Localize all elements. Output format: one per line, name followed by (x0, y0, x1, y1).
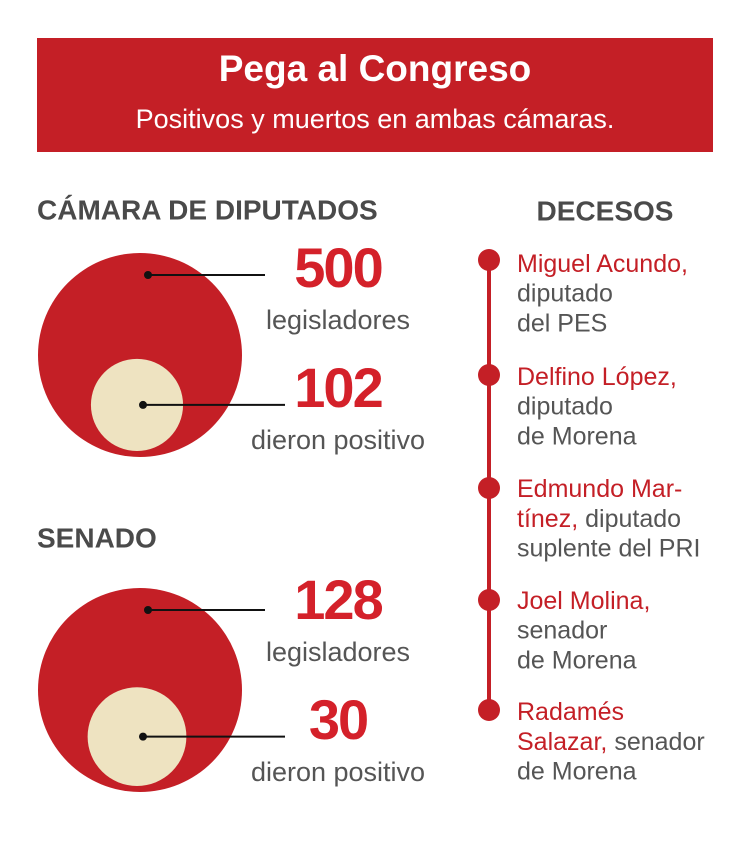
death-role: de Morena (517, 647, 637, 675)
death-line: Edmundo Mar- (517, 475, 682, 503)
timeline-dot (478, 477, 500, 499)
death-line: Miguel Acundo, (517, 250, 688, 278)
death-name: Miguel Acundo, (517, 250, 688, 278)
positive-number: 102 (294, 356, 381, 419)
death-role: senador (614, 728, 704, 756)
death-line: tínez, diputado (517, 505, 681, 533)
total-label: legisladores (266, 637, 410, 667)
death-role: diputado (517, 280, 613, 308)
death-name: tínez, (517, 505, 578, 533)
timeline-dot (478, 589, 500, 611)
death-name: Salazar, (517, 728, 607, 756)
header-box (37, 38, 713, 152)
positive-number: 30 (309, 688, 367, 751)
death-line: Salazar, senador (517, 728, 705, 756)
positive-circle (87, 687, 187, 786)
total-number: 500 (294, 236, 381, 299)
death-role: diputado (585, 505, 681, 533)
death-name: Delfino López, (517, 363, 677, 391)
chambers: CÁMARA DE DIPUTADOS 500 legisladores 102 die… (37, 194, 425, 792)
positive-circle (90, 358, 184, 452)
death-role: de Morena (517, 423, 637, 451)
title: Pega al Congreso (219, 48, 532, 89)
positive-label: dieron positivo (251, 425, 425, 455)
timeline-dot (478, 364, 500, 386)
death-role: del PES (517, 310, 607, 338)
deaths-title: DECESOS (537, 195, 674, 226)
death-line: Radamés (517, 698, 624, 726)
positive-label: dieron positivo (251, 757, 425, 787)
death-line: Delfino López, (517, 363, 677, 391)
death-role: de Morena (517, 758, 637, 786)
chamber-name: CÁMARA DE DIPUTADOS (37, 194, 378, 225)
death-role: senador (517, 617, 607, 645)
chamber-name: SENADO (37, 522, 157, 553)
death-name: Radamés (517, 698, 624, 726)
death-role: diputado (517, 393, 613, 421)
total-label: legisladores (266, 305, 410, 335)
total-number: 128 (294, 568, 382, 631)
death-line: Joel Molina, (517, 587, 650, 615)
total-circle (38, 253, 242, 457)
death-name: Joel Molina, (517, 587, 650, 615)
death-name: Edmundo Mar- (517, 475, 682, 503)
death-role: suplente del PRI (517, 535, 700, 563)
subtitle: Positivos y muertos en ambas cámaras. (136, 104, 615, 134)
timeline-dot (478, 249, 500, 271)
timeline-dot (478, 699, 500, 721)
